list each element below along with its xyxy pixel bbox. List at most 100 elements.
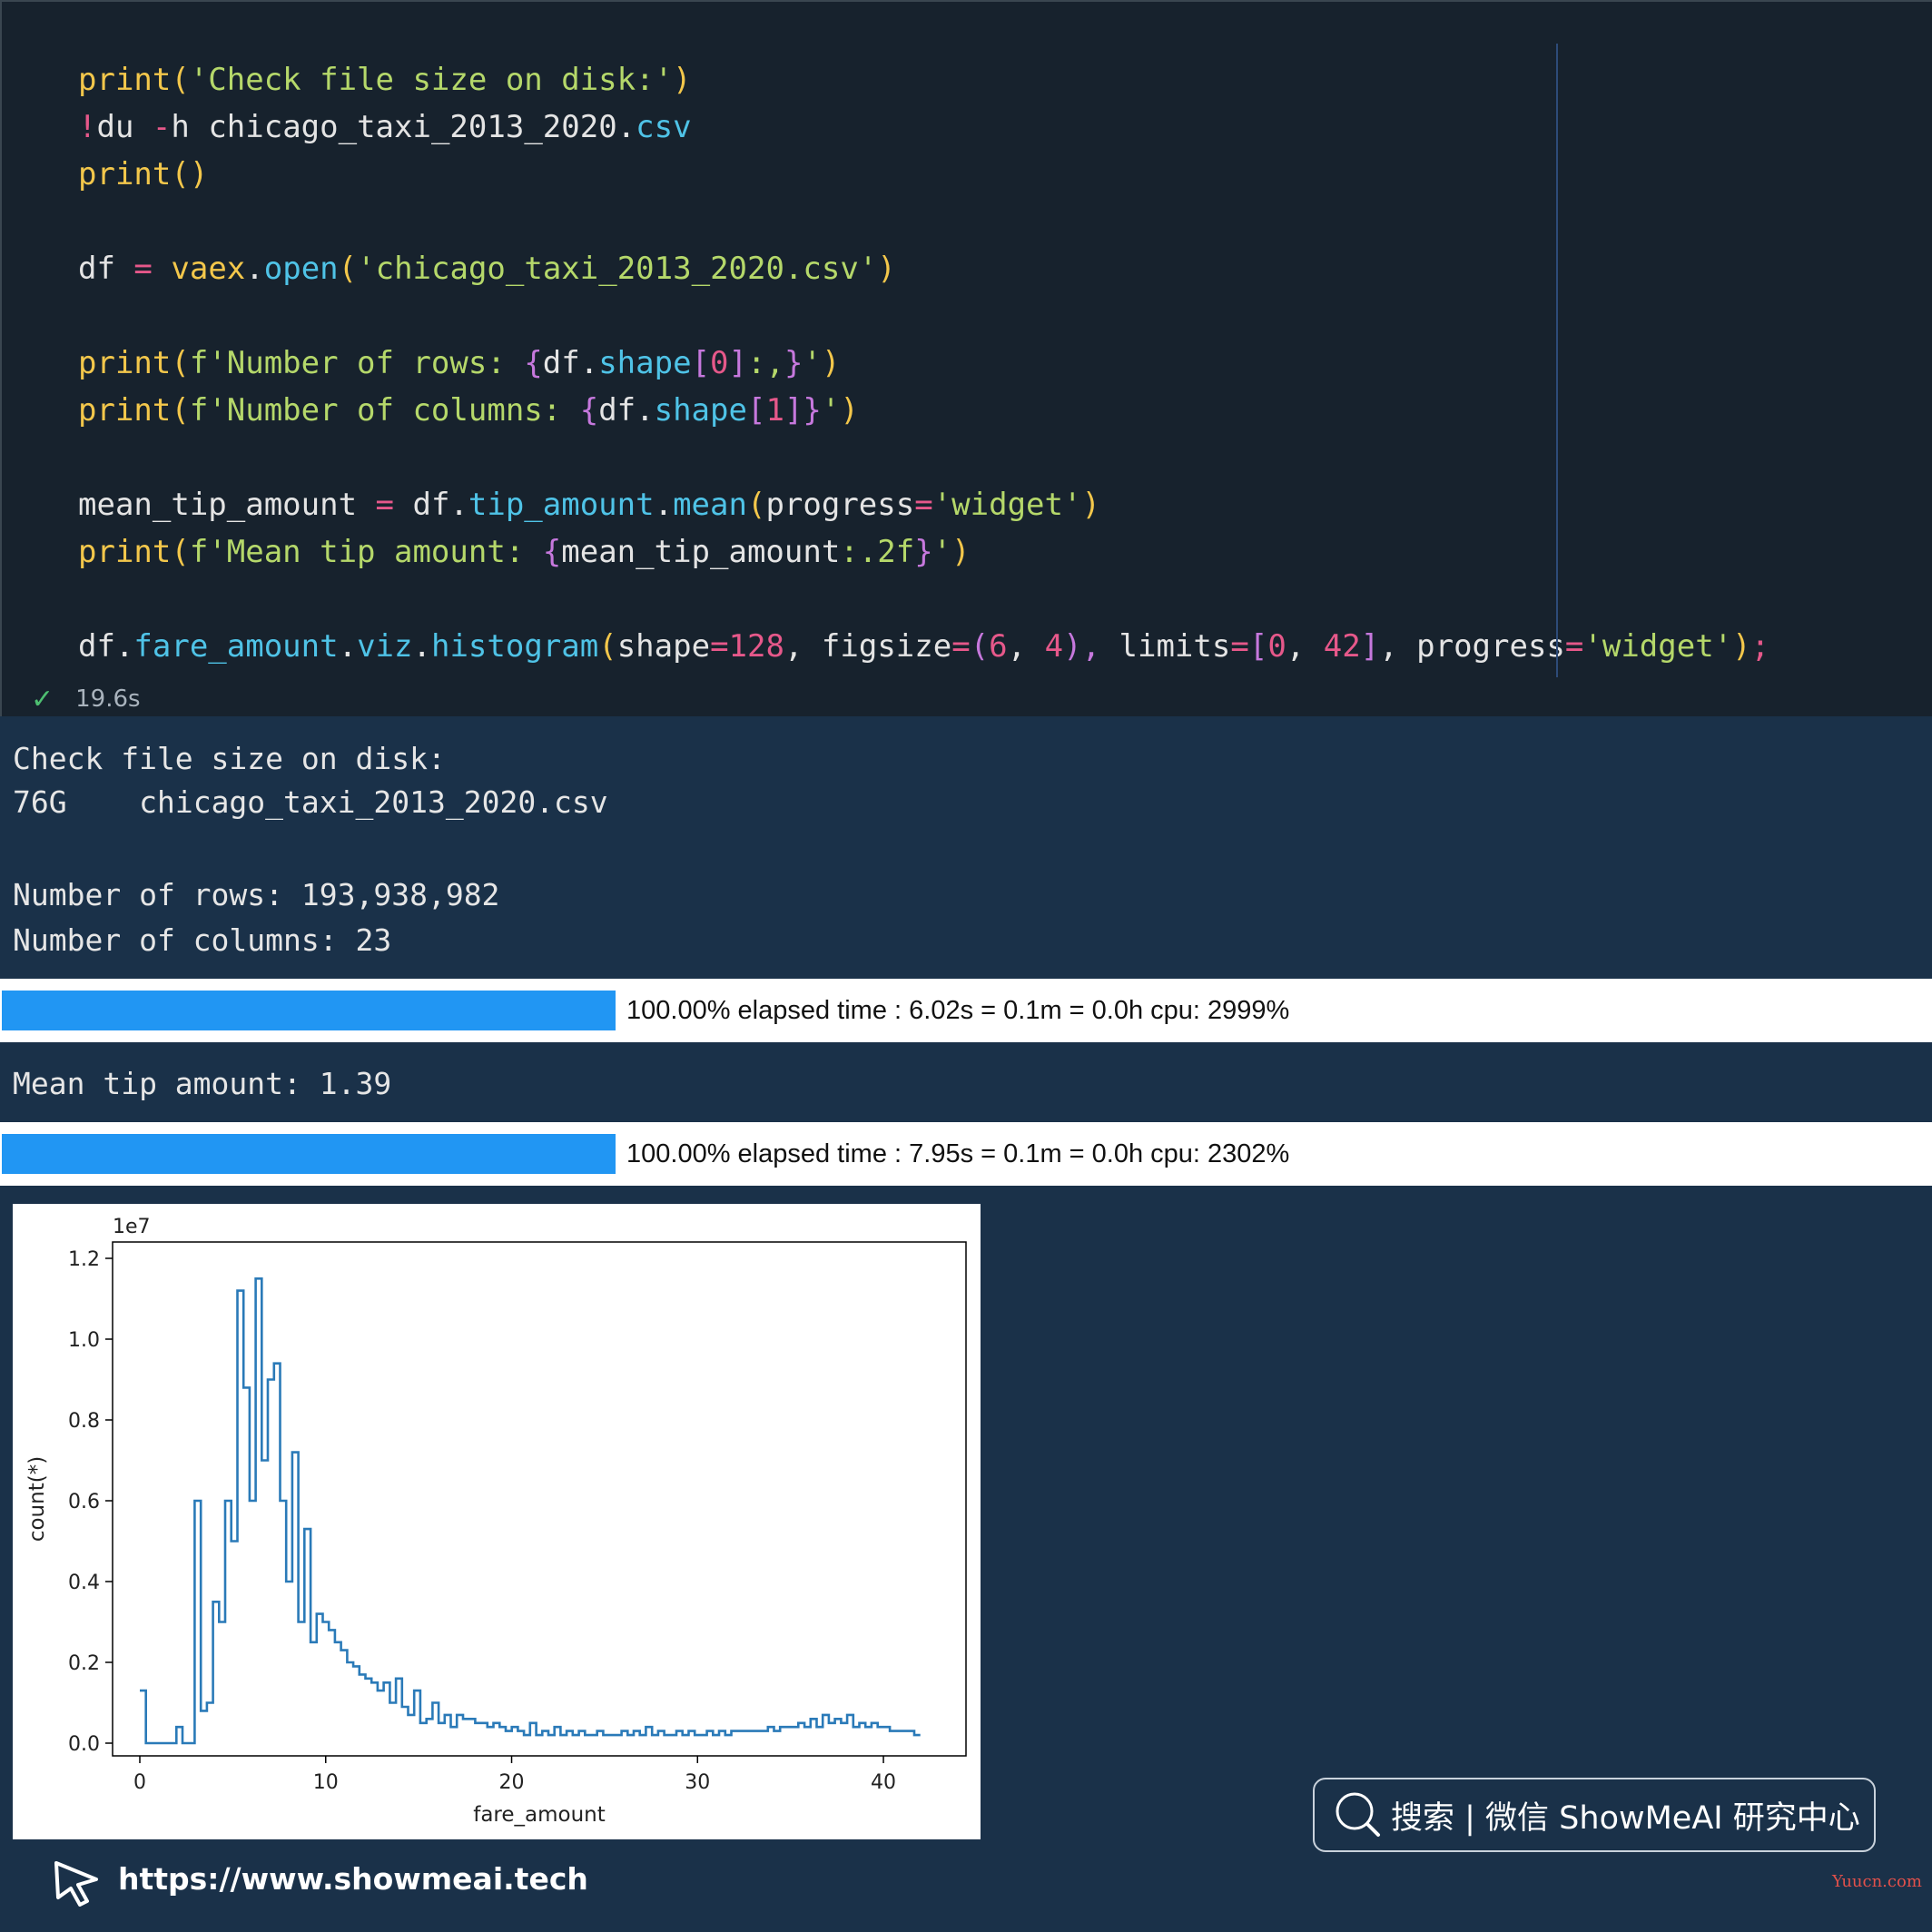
output-file-check-header: Check file size on disk: — [13, 741, 446, 776]
code-token: ' — [932, 534, 952, 570]
code-token: 0 — [1267, 628, 1286, 665]
code-token: 'widget' — [932, 487, 1082, 523]
check-icon: ✓ — [31, 683, 54, 715]
code-token: = — [951, 628, 971, 665]
code-line — [78, 198, 1769, 245]
badge-text: 搜索 | 微信 ShowMeAI 研究中心 — [1391, 1799, 1860, 1837]
code-line: df = vaex.open('chicago_taxi_2013_2020.c… — [78, 245, 1769, 292]
code-token: mean — [673, 487, 747, 523]
code-token: , — [1286, 628, 1324, 665]
x-tick-label: 10 — [313, 1771, 339, 1794]
code-token: f'Mean tip amount: — [189, 534, 543, 570]
progress-text: 100.00% elapsed time : 7.95s = 0.1m = 0.… — [626, 1138, 1290, 1168]
code-token: print( — [78, 62, 190, 98]
cursor-logo-icon — [54, 1861, 98, 1907]
code-token: ! — [78, 109, 97, 145]
progress-bar-fill — [2, 991, 616, 1030]
code-token: tip_amount — [468, 487, 655, 523]
code-token: - — [152, 109, 172, 145]
code-token: ) — [673, 62, 692, 98]
footer-url[interactable]: https://www.showmeai.tech — [118, 1861, 588, 1897]
code-token: , progress — [1379, 628, 1565, 665]
progress-text: 100.00% elapsed time : 6.02s = 0.1m = 0.… — [626, 995, 1290, 1025]
x-tick-label: 20 — [499, 1771, 525, 1794]
y-tick-label: 0.2 — [68, 1652, 100, 1675]
code-token: ( — [338, 251, 358, 287]
code-token: ' — [803, 345, 822, 381]
code-line — [78, 292, 1769, 340]
output-cols-line: Number of columns: 23 — [13, 922, 392, 958]
code-line: print('Check file size on disk:') — [78, 56, 1769, 104]
code-token: [ — [691, 345, 711, 381]
y-tick-label: 0.6 — [68, 1491, 100, 1513]
code-token: shape — [616, 628, 711, 665]
x-tick-label: 0 — [133, 1771, 146, 1794]
code-token: ) — [840, 392, 859, 429]
code-token: ) — [1081, 487, 1100, 523]
output-du-line: 76G chicago_taxi_2013_2020.csv — [13, 781, 608, 824]
editor-ruler — [1556, 44, 1558, 677]
code-token: ] — [728, 345, 748, 381]
code-token: f'Number of rows: — [189, 345, 525, 381]
progress-widget-1: 100.00% elapsed time : 6.02s = 0.1m = 0.… — [0, 979, 1932, 1042]
code-token: df. — [394, 487, 468, 523]
code-token: print( — [78, 345, 190, 381]
file-size: 76G — [13, 784, 67, 820]
code-token: ' — [821, 392, 841, 429]
code-token: 6 — [989, 628, 1008, 665]
code-token: ) — [821, 345, 841, 381]
code-token: mean_tip_amount — [561, 534, 841, 570]
code-token: 42 — [1323, 628, 1361, 665]
code-line: print(f'Number of rows: {df.shape[0]:,}'… — [78, 340, 1769, 387]
code-token: ( — [970, 628, 990, 665]
code-token: ; — [1750, 628, 1770, 665]
code-token: ( — [746, 487, 766, 523]
code-editor[interactable]: print('Check file size on disk:') !du -h … — [78, 56, 1769, 670]
code-token: 1 — [765, 392, 784, 429]
code-token: h chicago_taxi_2013_2020. — [171, 109, 636, 145]
code-line — [78, 434, 1769, 481]
code-token: 'widget' — [1583, 628, 1733, 665]
code-token: = — [375, 487, 394, 523]
y-tick-label: 0.8 — [68, 1410, 100, 1433]
y-tick-label: 0.4 — [68, 1572, 100, 1594]
code-token: :, — [747, 345, 784, 381]
y-tick-label: 1.0 — [68, 1329, 100, 1352]
code-token: 4 — [1044, 628, 1064, 665]
code-token: print( — [78, 534, 190, 570]
histogram-plot: 0.0 0.2 0.4 0.6 0.8 1.0 1.2 0 10 20 30 40 1e7 fare_am… — [13, 1204, 981, 1839]
code-token: print( — [78, 392, 190, 429]
code-token: :.2f — [840, 534, 915, 570]
code-token: df. — [542, 345, 599, 381]
execution-time: 19.6s — [75, 685, 141, 713]
x-axis-label: fare_amount — [473, 1803, 606, 1827]
code-token: . — [412, 628, 431, 665]
y-tick-label: 0.0 — [68, 1733, 100, 1756]
code-token: histogram — [430, 628, 599, 665]
x-tick-label: 40 — [871, 1771, 896, 1794]
code-token: , — [1007, 628, 1045, 665]
histogram-series-line — [140, 1277, 921, 1745]
execution-status: ✓ 19.6s — [31, 681, 141, 717]
output-mean-tip-line: Mean tip amount: 1.39 — [13, 1066, 392, 1101]
code-token: print() — [78, 156, 209, 192]
code-token: = — [710, 628, 729, 665]
code-token: = — [133, 251, 153, 287]
code-token: progress — [765, 487, 915, 523]
code-token: . — [245, 251, 264, 287]
code-token: [ — [746, 392, 766, 429]
code-cell[interactable]: print('Check file size on disk:') !du -h … — [0, 0, 1932, 716]
code-line: mean_tip_amount = df.tip_amount.mean(pro… — [78, 481, 1769, 528]
code-token: f'Number of columns: — [189, 392, 580, 429]
code-token — [153, 251, 171, 287]
code-line: print(f'Mean tip amount: {mean_tip_amoun… — [78, 528, 1769, 576]
code-line — [78, 576, 1769, 623]
plot-frame — [112, 1241, 967, 1757]
progress-widget-2: 100.00% elapsed time : 7.95s = 0.1m = 0.… — [0, 1122, 1932, 1186]
code-token: vaex — [171, 251, 246, 287]
showmeai-search-badge[interactable]: 搜索 | 微信 ShowMeAI 研究中心 — [1313, 1778, 1876, 1852]
code-line: df.fare_amount.viz.histogram(shape=128, … — [78, 623, 1769, 670]
y-offset-label: 1e7 — [113, 1216, 151, 1238]
code-token: . — [654, 487, 674, 523]
code-token: . — [338, 628, 358, 665]
